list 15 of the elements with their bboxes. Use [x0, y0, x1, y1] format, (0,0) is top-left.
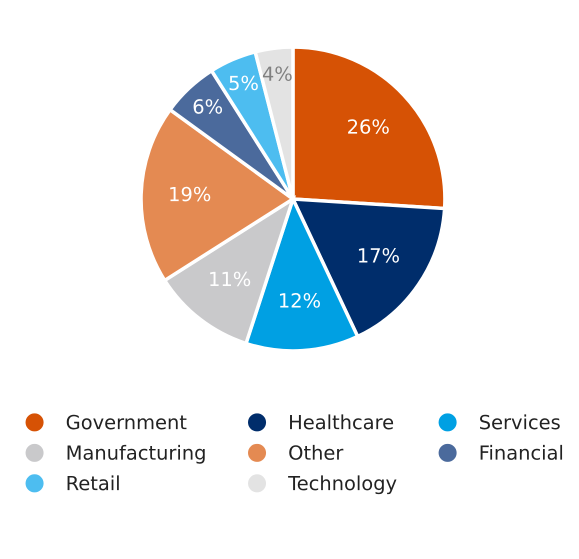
data-label: 6%: [194, 99, 222, 114]
data-label: 4%: [262, 66, 292, 82]
legend-label: Technology: [288, 475, 396, 494]
legend-label: Other: [289, 444, 344, 460]
data-label: 12%: [280, 293, 320, 308]
legend-label: Retail: [68, 475, 119, 490]
legend-label: Financial: [480, 444, 562, 460]
data-label: 26%: [348, 119, 389, 134]
data-label: 19%: [170, 186, 210, 202]
legend-label: Manufacturing: [68, 444, 205, 464]
legend-label: Services: [480, 414, 560, 430]
data-label: 17%: [358, 248, 399, 263]
legend-label: Government: [66, 414, 186, 430]
data-label: 5%: [230, 76, 258, 90]
legend-label: Healthcare: [290, 414, 394, 430]
